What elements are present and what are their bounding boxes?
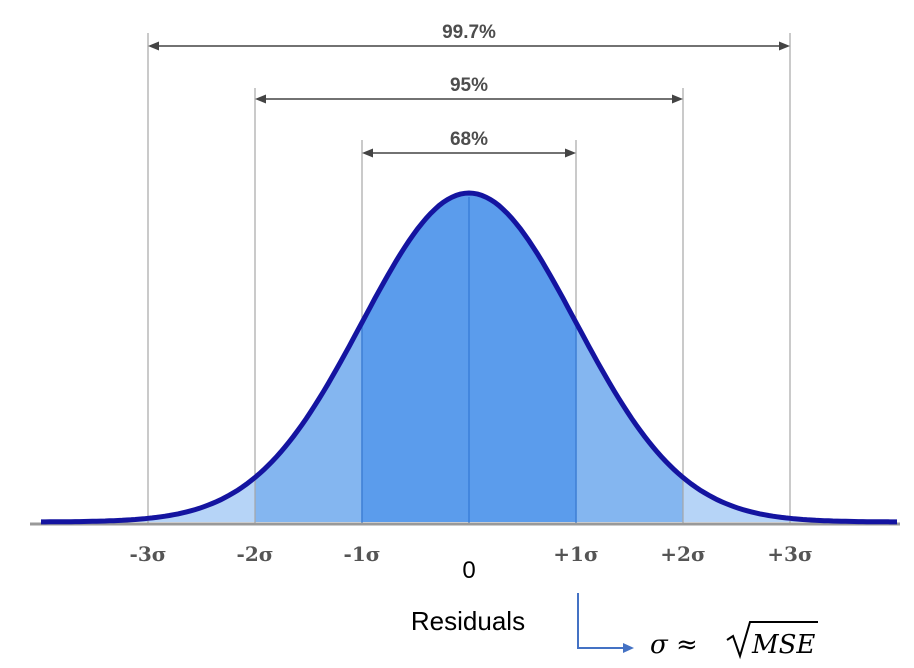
fill-right-outer — [683, 477, 790, 522]
tick-label: +3σ — [767, 542, 812, 566]
band-arrowhead-left — [362, 148, 373, 158]
band-arrowhead-left — [255, 94, 266, 104]
svg-text:σ ≈: σ ≈ — [650, 630, 698, 660]
bell-curve — [41, 190, 897, 525]
sqrt-symbol — [726, 621, 818, 660]
sigma-formula: σ ≈ MSE — [650, 621, 818, 660]
band-label: 95% — [450, 75, 488, 96]
tick-label: +2σ — [660, 542, 705, 566]
tick-label: +1σ — [553, 542, 598, 566]
center-zero-label: 0 — [462, 557, 475, 584]
sigma-guide-lines — [147, 33, 791, 524]
svg-text:MSE: MSE — [751, 630, 815, 660]
tick-label: -2σ — [237, 542, 274, 566]
tick-label: -1σ — [344, 542, 381, 566]
tick-labels: -3σ -2σ -1σ +1σ +2σ +3σ — [130, 542, 813, 566]
band-arrowhead-right — [565, 148, 576, 158]
band-label: 68% — [450, 129, 488, 150]
band-arrowhead-left — [148, 41, 159, 51]
band-label: 99.7% — [442, 22, 496, 43]
band-arrowhead-right — [672, 94, 683, 104]
formula-pointer-arrow — [577, 593, 625, 649]
fill-left-outer — [148, 477, 255, 522]
formula-pointer-arrowhead — [623, 643, 634, 653]
x-axis-label: Residuals — [411, 606, 525, 636]
percentage-arrows: 99.7% 95% 68% — [148, 22, 790, 158]
band-arrowhead-right — [779, 41, 790, 51]
tick-label: -3σ — [130, 542, 167, 566]
